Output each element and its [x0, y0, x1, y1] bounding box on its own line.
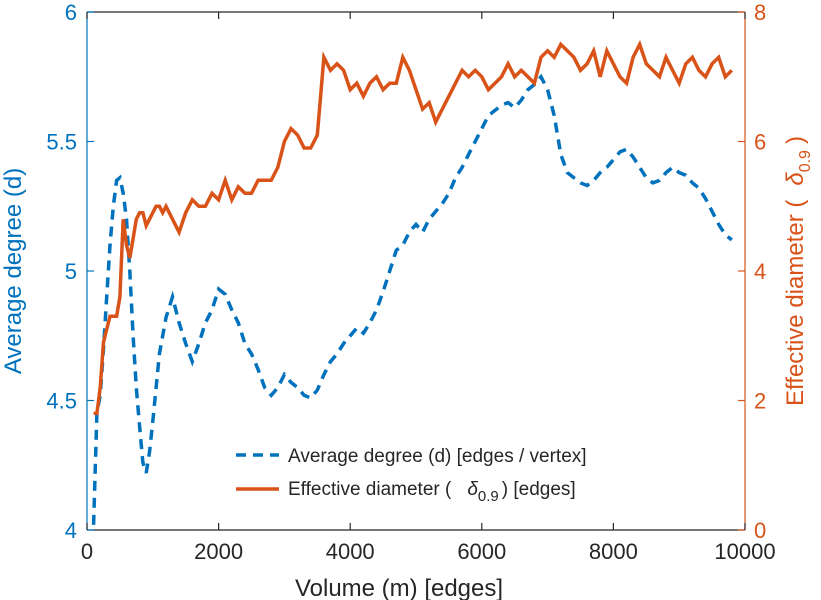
legend-label-ed-subscript: 0.9: [478, 488, 499, 505]
left-tick-label: 4: [65, 518, 77, 543]
right-axis-title-delta: δ: [782, 172, 809, 186]
right-tick-label: 4: [754, 259, 766, 284]
right-tick-label: 0: [754, 518, 766, 543]
x-ticks: 0 2000 4000 6000 8000 10000: [81, 12, 776, 564]
x-tick-label: 10000: [714, 539, 775, 564]
left-ticks: 4 4.5 5 5.5 6: [46, 0, 94, 543]
legend-label-ed-delta: δ: [467, 479, 478, 500]
legend-label-ed-suffix: ) [edges]: [502, 479, 576, 500]
right-ticks: 0 2 4 6 8: [738, 0, 766, 543]
legend-label-ed-prefix: Effective diameter (: [288, 479, 452, 500]
left-tick-label: 5.5: [46, 130, 77, 155]
left-tick-label: 6: [65, 0, 77, 25]
x-tick-label: 6000: [457, 539, 506, 564]
x-tick-label: 2000: [194, 539, 243, 564]
x-axis-title: Volume (m) [edges]: [295, 575, 503, 600]
right-tick-label: 2: [754, 389, 766, 414]
legend: Average degree (d) [edges / vertex] Effe…: [236, 446, 587, 505]
left-tick-label: 5: [65, 259, 77, 284]
x-tick-label: 4000: [326, 539, 375, 564]
left-axis-title: Average degree (d): [0, 168, 27, 374]
svg-text:Effective diameter (δ0.9): Effective diameter ( δ0.9): [782, 136, 814, 406]
right-axis-title: Effective diameter ( δ0.9): [782, 136, 814, 406]
right-tick-label: 8: [754, 0, 766, 25]
legend-label-effective-diameter: Effective diameter ( δ0.9) [edges]: [288, 479, 576, 505]
effective-diameter-line: [93, 39, 734, 416]
right-axis-title-subscript: 0.9: [797, 150, 814, 172]
legend-label-average-degree: Average degree (d) [edges / vertex]: [288, 446, 587, 467]
x-tick-label: 8000: [589, 539, 638, 564]
right-tick-label: 6: [754, 130, 766, 155]
right-axis-title-suffix: ): [782, 136, 809, 144]
right-axis-title-prefix: Effective diameter (: [782, 200, 809, 406]
average-degree-line: [91, 73, 733, 525]
x-tick-label: 0: [81, 539, 93, 564]
left-tick-label: 4.5: [46, 389, 77, 414]
